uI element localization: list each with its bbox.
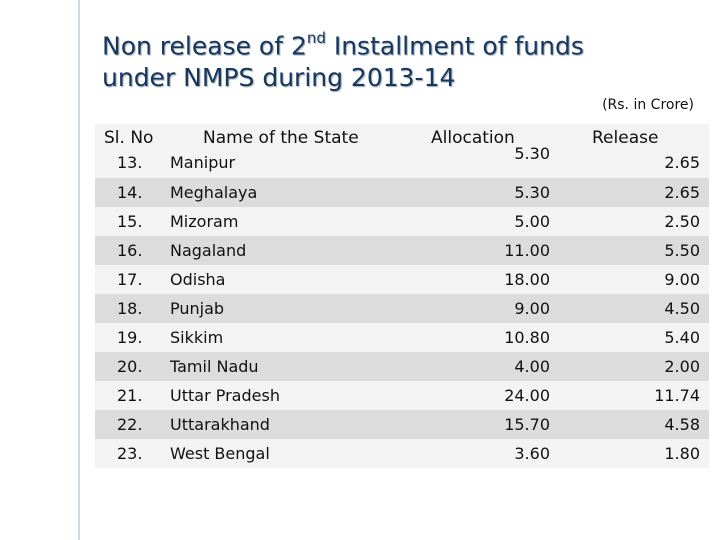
cell-state: Odisha (170, 270, 226, 289)
table-row: 20. Tamil Nadu 4.00 2.00 (95, 352, 709, 381)
cell-allocation: 5.30 (514, 183, 550, 202)
slide-title: Non release of 2nd Installment of funds … (102, 24, 702, 94)
table-row: 13. Manipur 5.30 2.65 (95, 144, 709, 177)
cell-state: West Bengal (170, 444, 270, 463)
header-state: Name of the State (203, 128, 359, 148)
title-part1: Non release of 2 (102, 31, 307, 61)
cell-sl: 17. (117, 270, 143, 289)
table-row: 15. Mizoram 5.00 2.50 (95, 207, 709, 236)
cell-state: Tamil Nadu (170, 357, 259, 376)
cell-sl: 14. (117, 183, 143, 202)
table-row: 16. Nagaland 11.00 5.50 (95, 236, 709, 265)
cell-state: Punjab (170, 299, 225, 318)
cell-sl: 13. (117, 153, 143, 172)
cell-allocation: 5.00 (514, 212, 550, 231)
cell-release: 5.50 (664, 241, 700, 260)
cell-sl: 20. (117, 357, 143, 376)
table-row: 14. Meghalaya 5.30 2.65 (95, 178, 709, 207)
cell-release: 2.65 (664, 183, 700, 202)
cell-sl: 19. (117, 328, 143, 347)
cell-state: Nagaland (170, 241, 247, 260)
table-row: 23. West Bengal 3.60 1.80 (95, 439, 709, 468)
cell-allocation: 4.00 (514, 357, 550, 376)
cell-sl: 23. (117, 444, 143, 463)
table-row: 22. Uttarakhand 15.70 4.58 (95, 410, 709, 439)
cell-allocation: 24.00 (504, 386, 550, 405)
cell-state: Uttarakhand (170, 415, 270, 434)
funds-table: Sl. No Name of the State Allocation Rele… (95, 124, 709, 468)
header-allocation: Allocation (431, 128, 515, 148)
unit-note: (Rs. in Crore) (602, 97, 694, 113)
cell-sl: 22. (117, 415, 143, 434)
header-sl-no: Sl. No (104, 128, 154, 148)
cell-release: 4.50 (664, 299, 700, 318)
table-row: 18. Punjab 9.00 4.50 (95, 294, 709, 323)
table-row: 21. Uttar Pradesh 24.00 11.74 (95, 381, 709, 410)
title-line2: under NMPS during 2013-14 (102, 63, 456, 93)
cell-allocation: 3.60 (514, 444, 550, 463)
cell-release: 11.74 (654, 386, 700, 405)
cell-sl: 18. (117, 299, 143, 318)
table-row: 19. Sikkim 10.80 5.40 (95, 323, 709, 352)
cell-allocation: 10.80 (504, 328, 550, 347)
title-superscript: nd (306, 29, 326, 47)
cell-release: 5.40 (664, 328, 700, 347)
title-part2: Installment of funds (325, 31, 584, 61)
table-row: Sl. No Name of the State Allocation Rele… (95, 124, 709, 153)
cell-allocation: 15.70 (504, 415, 550, 434)
cell-state: Meghalaya (170, 183, 258, 202)
cell-sl: 16. (117, 241, 143, 260)
slide-left-rule (78, 0, 80, 540)
header-release: Release (592, 128, 659, 148)
cell-allocation: 9.00 (514, 299, 550, 318)
cell-release: 1.80 (664, 444, 700, 463)
cell-allocation: 18.00 (504, 270, 550, 289)
cell-release: 2.65 (664, 153, 700, 172)
cell-allocation: 11.00 (504, 241, 550, 260)
cell-release: 4.58 (664, 415, 700, 434)
cell-state: Sikkim (170, 328, 224, 347)
cell-state: Manipur (170, 153, 236, 172)
cell-sl: 15. (117, 212, 143, 231)
cell-state: Mizoram (170, 212, 239, 231)
cell-release: 2.00 (664, 357, 700, 376)
cell-state: Uttar Pradesh (170, 386, 280, 405)
cell-sl: 21. (117, 386, 143, 405)
table-row: 17. Odisha 18.00 9.00 (95, 265, 709, 294)
cell-release: 2.50 (664, 212, 700, 231)
cell-allocation: 5.30 (514, 144, 550, 163)
cell-release: 9.00 (664, 270, 700, 289)
